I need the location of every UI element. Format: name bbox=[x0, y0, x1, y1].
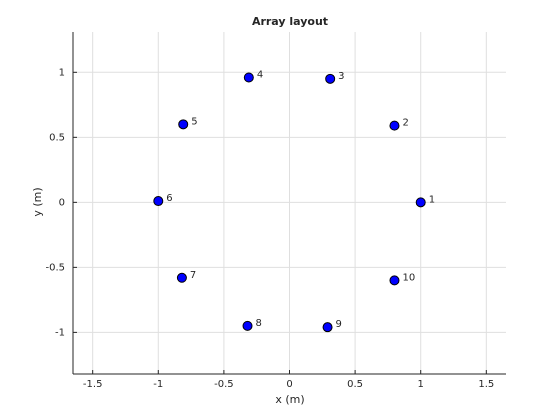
y-tick-label: -1 bbox=[55, 327, 65, 338]
point-label: 8 bbox=[256, 318, 262, 329]
point bbox=[178, 119, 189, 130]
x-tick-label: 1 bbox=[418, 379, 424, 390]
y-tick-label: 1 bbox=[59, 67, 65, 78]
y-tick-label: -0.5 bbox=[45, 262, 65, 273]
point-label: 4 bbox=[257, 70, 263, 81]
x-tick-label: 0 bbox=[286, 379, 292, 390]
point-label: 6 bbox=[166, 193, 172, 204]
point-label: 5 bbox=[191, 116, 197, 127]
point-label: 10 bbox=[402, 272, 415, 283]
x-tick-label: 0.5 bbox=[347, 379, 363, 390]
point-label: 3 bbox=[338, 71, 344, 82]
point bbox=[389, 120, 400, 131]
point-label: 1 bbox=[429, 194, 435, 205]
x-tick-label: 1.5 bbox=[478, 379, 494, 390]
point bbox=[176, 272, 187, 283]
point bbox=[243, 72, 254, 83]
point bbox=[322, 322, 333, 333]
point-label: 2 bbox=[402, 118, 408, 129]
point bbox=[242, 320, 253, 331]
point bbox=[153, 196, 164, 207]
x-tick-label: -1 bbox=[153, 379, 163, 390]
y-tick-label: 0 bbox=[59, 197, 65, 208]
point bbox=[389, 275, 400, 286]
x-tick-label: -0.5 bbox=[214, 379, 234, 390]
point-label: 9 bbox=[336, 319, 342, 330]
x-axis-label: x (m) bbox=[275, 393, 304, 406]
chart-title: Array layout bbox=[252, 15, 328, 28]
point bbox=[415, 197, 426, 208]
point bbox=[325, 73, 336, 84]
point-label: 7 bbox=[190, 270, 196, 281]
x-tick-label: -1.5 bbox=[83, 379, 103, 390]
y-tick-label: 0.5 bbox=[49, 132, 65, 143]
y-axis-label: y (m) bbox=[31, 187, 44, 216]
